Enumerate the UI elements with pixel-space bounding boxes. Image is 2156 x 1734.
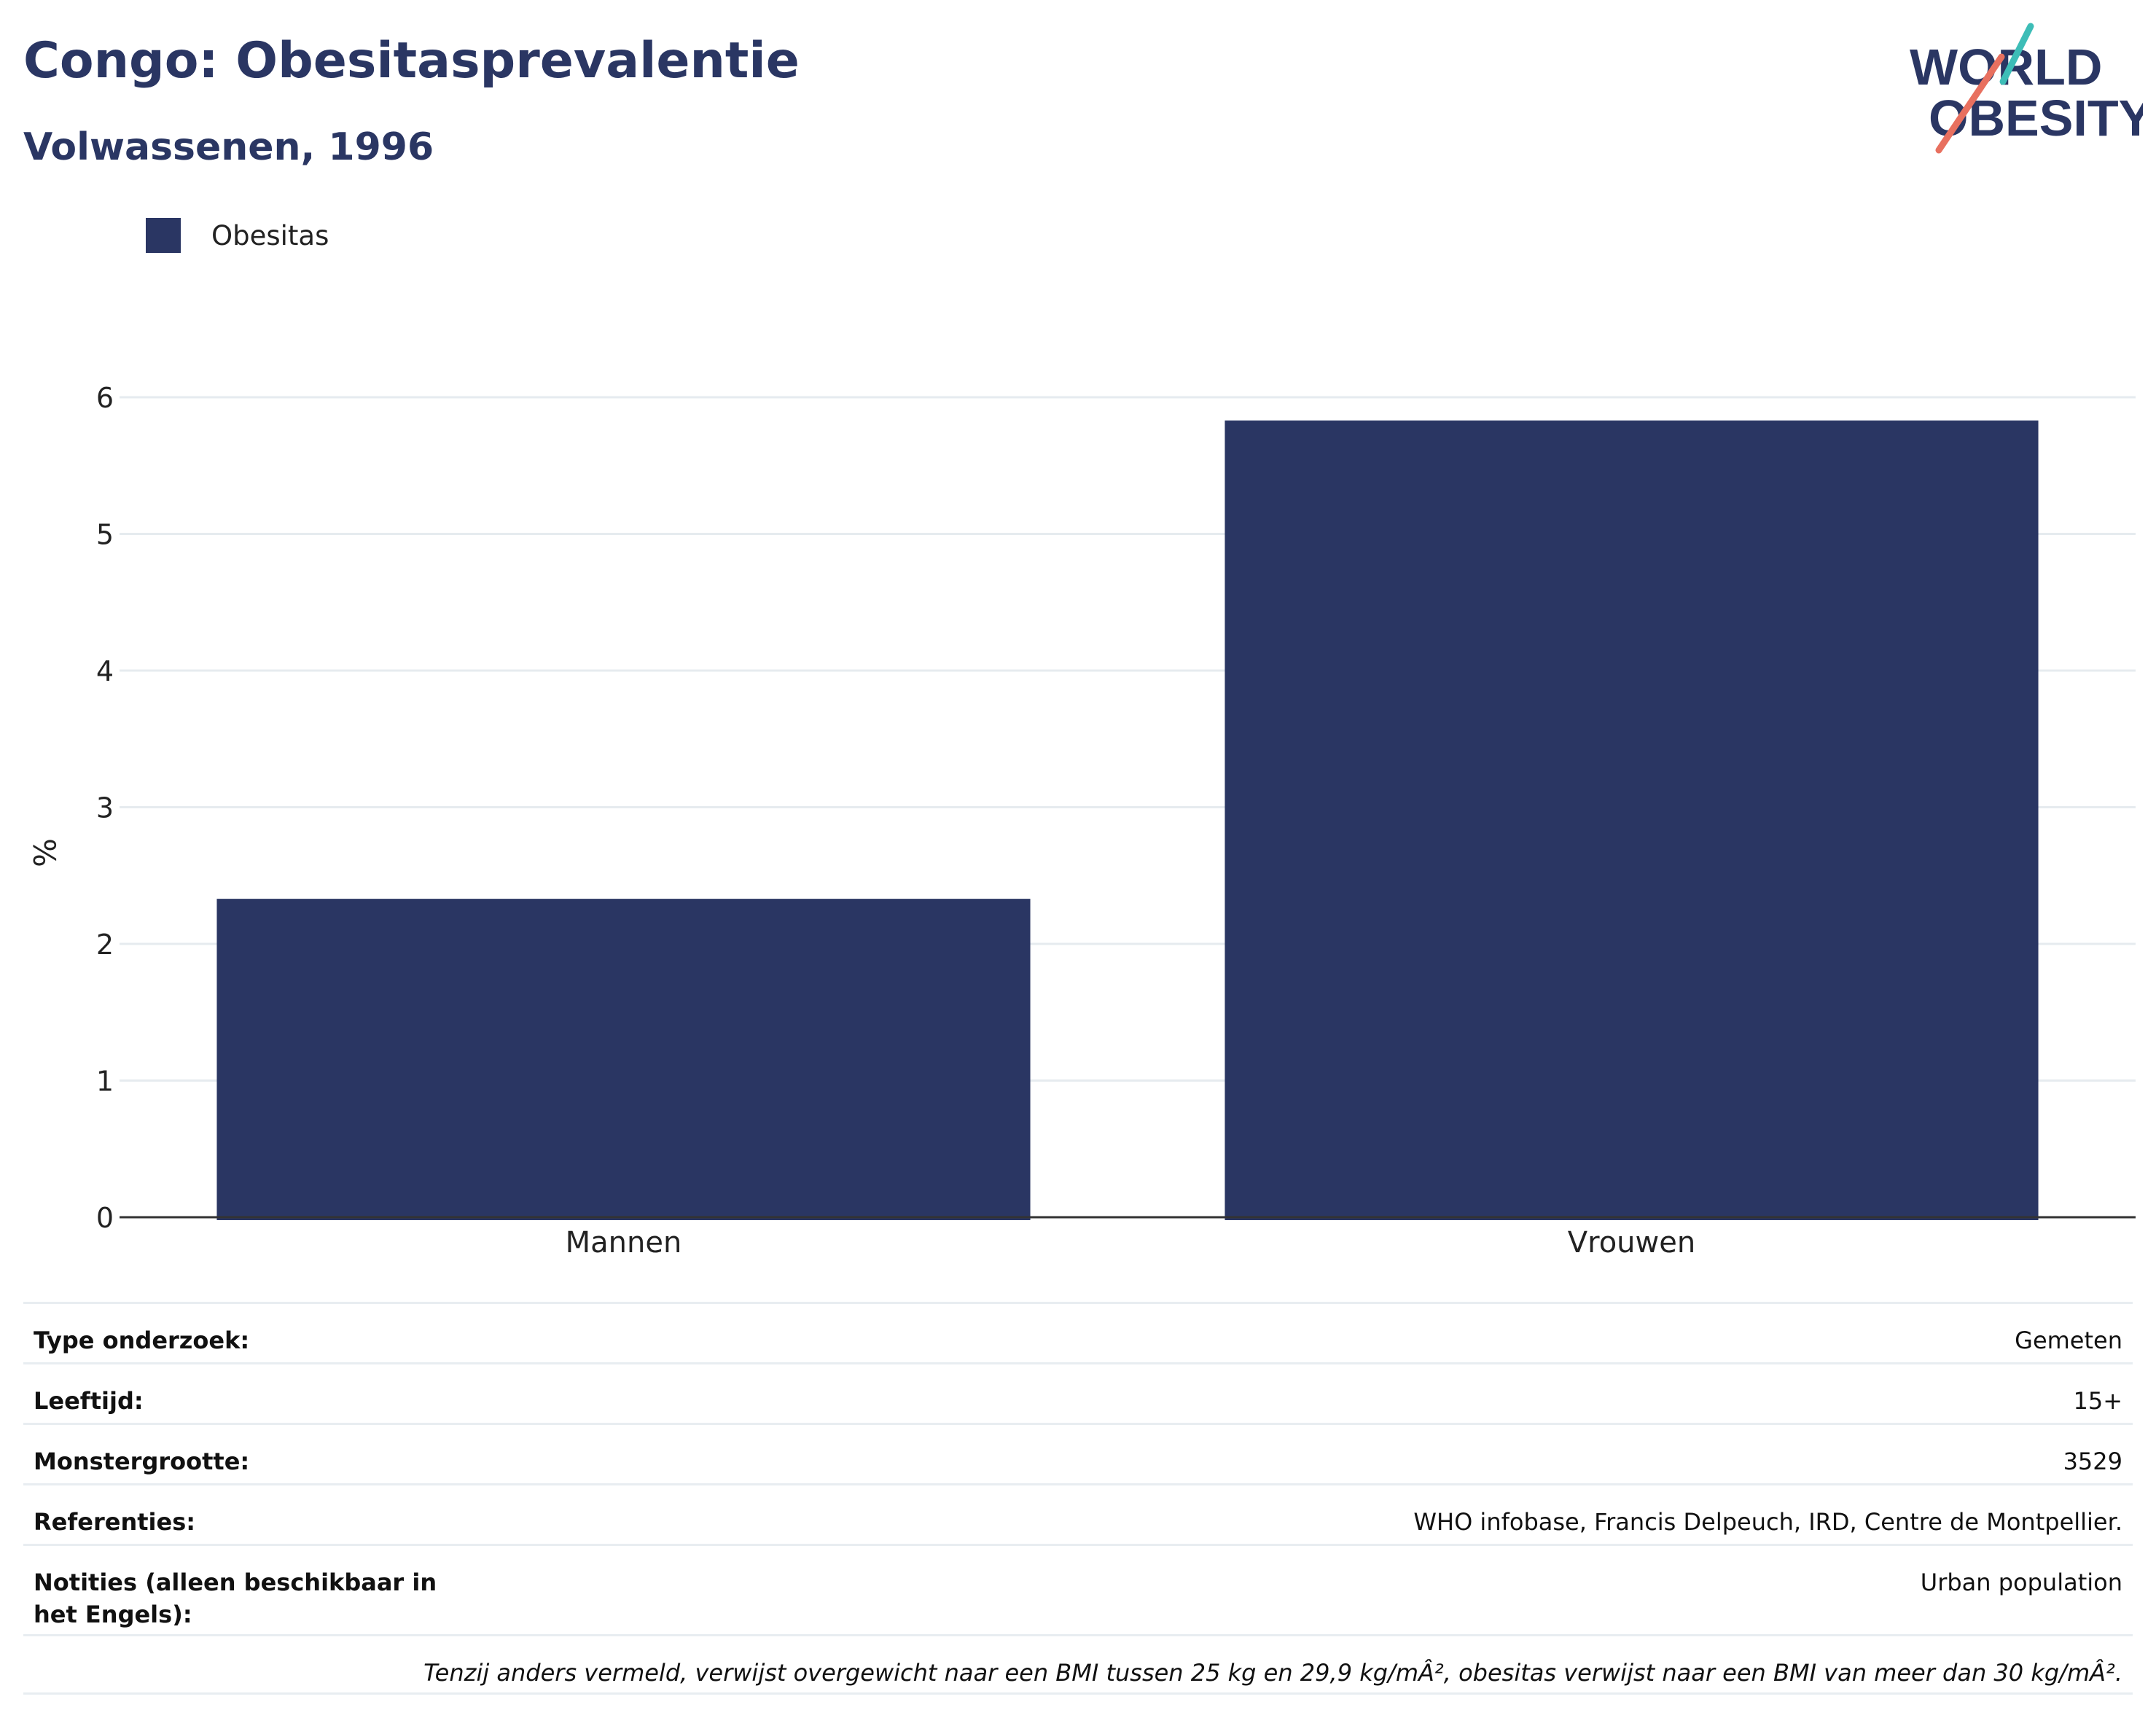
y-tick-label: 6 (96, 382, 114, 414)
chart-title: Congo: Obesitasprevalentie (23, 32, 800, 90)
survey-info-table: Type onderzoek: Gemeten Leeftijd: 15+ Mo… (23, 1302, 2133, 1695)
logo-slash-teal (1999, 23, 2034, 85)
info-value-notes: Urban population (1920, 1569, 2122, 1596)
y-axis-label: % (26, 838, 62, 867)
info-row-type: Type onderzoek: Gemeten (23, 1302, 2133, 1362)
y-tick-label: 5 (96, 519, 114, 551)
y-tick-label: 2 (96, 929, 114, 961)
info-label-age: Leeftijd: (34, 1387, 144, 1415)
bar-vrouwen (1225, 420, 2039, 1220)
logo-word-obesity: OBESITY (1929, 90, 2143, 147)
x-tick-label: Mannen (566, 1226, 682, 1260)
info-value-references: WHO infobase, Francis Delpeuch, IRD, Cen… (1413, 1508, 2122, 1536)
info-row-notes: Notities (alleen beschikbaar in het Enge… (23, 1544, 2133, 1634)
info-value-sample: 3529 (2063, 1448, 2122, 1475)
y-tick-label: 1 (96, 1066, 114, 1098)
info-label-type: Type onderzoek: (34, 1327, 250, 1354)
x-tick-label: Vrouwen (1568, 1226, 1695, 1260)
info-footnote-row: Tenzij anders vermeld, verwijst overgewi… (23, 1634, 2133, 1695)
info-value-age: 15+ (2073, 1387, 2122, 1415)
y-tick-label: 4 (96, 655, 114, 687)
y-tick-label: 3 (96, 792, 114, 824)
info-value-type: Gemeten (2015, 1327, 2122, 1354)
bar-mannen (216, 899, 1031, 1220)
chart-legend[interactable]: Obesitas (146, 217, 329, 254)
info-row-references: Referenties: WHO infobase, Francis Delpe… (23, 1483, 2133, 1544)
bar-chart: 0 1 2 3 4 5 6 Mannen Vrouwen% (26, 382, 2136, 1260)
world-obesity-logo: WORLD OBESITY (1910, 23, 2143, 154)
logo-word-world: WORLD (1910, 39, 2102, 95)
logo-slash-coral (1935, 53, 2005, 154)
info-row-sample: Monstergrootte: 3529 (23, 1423, 2133, 1483)
chart-subtitle: Volwassenen, 1996 (23, 125, 434, 169)
info-label-sample: Monstergrootte: (34, 1448, 250, 1475)
legend-swatch-obesitas (146, 218, 181, 253)
y-tick-label: 0 (96, 1202, 114, 1234)
info-label-notes: Notities (alleen beschikbaar in het Enge… (34, 1569, 437, 1628)
info-label-references: Referenties: (34, 1508, 196, 1536)
info-row-age: Leeftijd: 15+ (23, 1362, 2133, 1423)
legend-label-obesitas: Obesitas (211, 219, 329, 251)
bmi-footnote: Tenzij anders vermeld, verwijst overgewi… (423, 1659, 2122, 1687)
